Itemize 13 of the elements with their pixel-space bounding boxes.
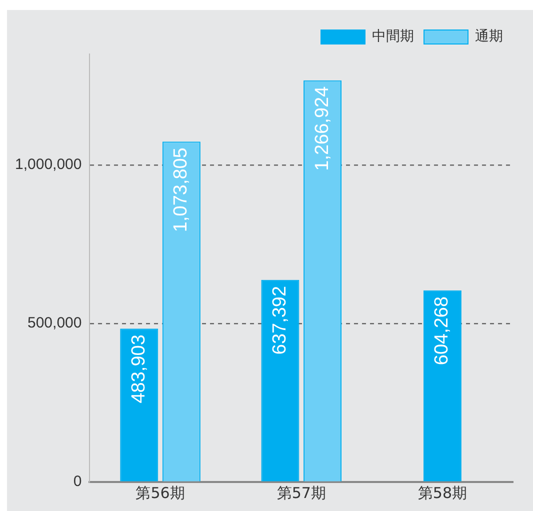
x-tick-label: 第56期 bbox=[136, 484, 185, 502]
data-label: 1,073,805 bbox=[170, 148, 192, 232]
legend-label: 通期 bbox=[475, 28, 503, 45]
data-label: 604,268 bbox=[432, 296, 453, 366]
y-tick-label: 1,000,000 bbox=[14, 156, 82, 174]
data-label: 483,903 bbox=[128, 334, 150, 404]
data-label: 1,266,924 bbox=[312, 86, 333, 171]
y-tick-label: 500,000 bbox=[27, 314, 82, 332]
x-tick-label: 第58期 bbox=[418, 484, 467, 502]
x-tick-label: 第57期 bbox=[276, 484, 326, 502]
y-tick-label: 0 bbox=[73, 473, 82, 490]
data-label: 637,392 bbox=[269, 286, 290, 355]
legend-label: 中間期 bbox=[372, 28, 414, 45]
